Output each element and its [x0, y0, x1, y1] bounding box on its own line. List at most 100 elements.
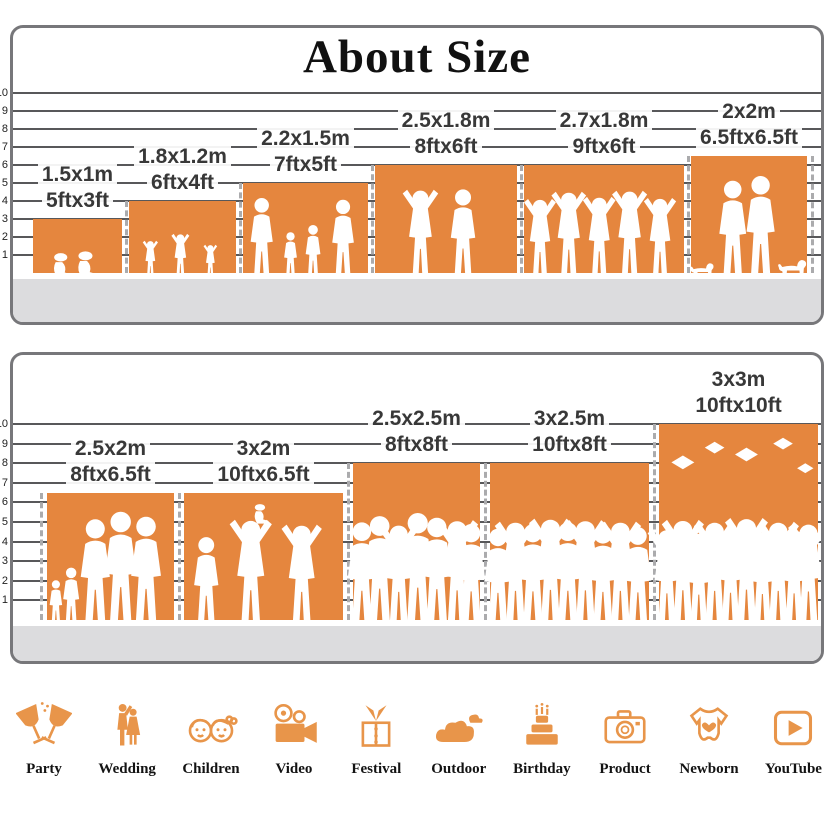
scale-number: 9 — [1, 105, 8, 117]
ground-strip — [13, 626, 821, 661]
scale-number: 3 — [1, 555, 8, 568]
size-meters: 3x2.5m — [529, 406, 610, 432]
size-feet: 8ftx6.5ft — [66, 462, 155, 488]
product-icon — [597, 692, 653, 756]
category-children: Children — [182, 692, 240, 778]
ground-strip — [13, 279, 821, 322]
size-feet: 7ftx5ft — [269, 152, 341, 178]
category-label: Product — [599, 761, 651, 777]
size-feet: 8ftx8ft — [380, 432, 452, 458]
scale-number: 10 — [0, 87, 8, 99]
size-meters: 3x3m — [707, 367, 770, 393]
size-meters: 2.7x1.8m — [555, 108, 653, 134]
scale-number: 4 — [1, 195, 8, 207]
people-silhouette-family-outing — [49, 511, 161, 626]
size-meters: 3x2m — [232, 436, 295, 462]
box-separator — [653, 424, 656, 620]
outdoor-icon — [431, 692, 487, 756]
category-party: Party — [16, 692, 72, 778]
box-separator — [178, 493, 181, 620]
people-silhouette-party-dancers — [524, 190, 677, 278]
category-label: Wedding — [98, 761, 156, 777]
size-box-8ftx6ft — [375, 165, 517, 273]
box-separator — [519, 165, 523, 273]
party-icon — [16, 692, 72, 756]
size-label: 2.5x2m 8ftx6.5ft — [16, 436, 206, 488]
category-youtube: YouTube — [765, 692, 822, 778]
size-panel-large: 2.5x2m 8ftx6.5ft 3x2m 10ftx6.5ft 2.5x2.5m 8ft… — [10, 352, 824, 664]
box-separator — [686, 156, 690, 273]
category-label: Newborn — [679, 761, 739, 777]
category-label: Birthday — [513, 761, 571, 777]
birthday-icon — [514, 692, 570, 756]
size-box-5ftx3ft — [33, 219, 122, 273]
people-silhouette-wedding-couple — [402, 189, 476, 278]
scale-number: 8 — [1, 457, 8, 470]
box-separator — [370, 165, 374, 273]
scale-number: 7 — [1, 141, 8, 153]
scale-number: 7 — [1, 476, 8, 489]
category-label: Party — [26, 761, 62, 777]
scale-number: 9 — [1, 437, 8, 450]
size-label: 1.8x1.2m 6ftx4ft — [88, 144, 278, 196]
size-label: 2.5x2.5m 8ftx8ft — [322, 406, 512, 458]
festival-icon — [348, 692, 404, 756]
children-icon — [183, 692, 239, 756]
size-meters: 2.5x2m — [70, 436, 151, 462]
category-outdoor: Outdoor — [431, 692, 487, 778]
category-label: YouTube — [764, 761, 822, 777]
size-meters: 1.5x1m — [37, 162, 118, 188]
size-label: 3x2.5m 10ftx8ft — [475, 406, 665, 458]
size-feet: 8ftx6ft — [410, 134, 482, 160]
category-birthday: Birthday — [513, 692, 571, 778]
scale-number: 10 — [0, 418, 8, 430]
size-label: 2.7x1.8m 9ftx6ft — [509, 108, 699, 160]
category-festival: Festival — [348, 692, 404, 778]
people-silhouette-toddlers-reading — [53, 251, 97, 279]
people-silhouette-family-walking — [250, 198, 354, 279]
size-label: 2x2m 6.5ftx6.5ft — [654, 99, 821, 151]
scale-number: 2 — [1, 574, 8, 587]
box-separator — [40, 493, 43, 620]
size-feet: 10ftx6.5ft — [213, 462, 314, 488]
people-silhouette-friends-group — [347, 513, 486, 624]
size-feet: 10ftx8ft — [528, 432, 611, 458]
box-separator — [124, 201, 128, 273]
scale-number: 3 — [1, 213, 8, 225]
category-label: Outdoor — [431, 761, 487, 777]
size-meters: 1.8x1.2m — [134, 144, 231, 170]
youtube-icon — [765, 692, 821, 756]
size-feet: 5ftx3ft — [41, 188, 113, 214]
size-feet: 9ftx6ft — [568, 134, 640, 160]
size-label: 3x3m 10ftx10ft — [644, 367, 822, 419]
size-label: 2.5x1.8m 8ftx6ft — [351, 108, 541, 160]
size-meters: 2x2m — [718, 99, 780, 125]
category-label: Video — [275, 761, 313, 777]
people-silhouette-children-running — [142, 233, 218, 279]
size-panel-small: About Size 1.5x1m 5ftx3ft 1.8x1.2m 6ftx4ft 2… — [10, 25, 824, 325]
size-label: 3x2m 10ftx6.5ft — [169, 436, 359, 488]
size-meters: 2.2x1.5m — [257, 126, 354, 152]
box-separator — [484, 463, 487, 620]
size-feet: 10ftx10ft — [691, 393, 786, 419]
scale-number: 5 — [1, 516, 8, 528]
scale-number: 4 — [1, 535, 8, 548]
size-meters: 2.5x2.5m — [368, 406, 465, 432]
category-product: Product — [597, 692, 653, 778]
size-feet: 6.5ftx6.5ft — [695, 125, 803, 151]
box-separator — [810, 156, 814, 273]
people-silhouette-parents-lifting-child — [194, 504, 322, 625]
people-silhouette-crowd-cheering — [484, 518, 652, 625]
category-wedding: Wedding — [98, 692, 156, 778]
category-row: Party Wedding Children Video Festival Outdoor… — [16, 692, 822, 802]
people-silhouette-graduation-crowd — [647, 437, 821, 625]
grid-line-10 — [13, 92, 821, 94]
scale-number: 8 — [1, 123, 8, 135]
size-label: 1.5x1m 5ftx3ft — [13, 162, 173, 214]
box-separator — [238, 183, 242, 273]
category-label: Children — [182, 761, 240, 777]
scale-number: 6 — [1, 159, 8, 171]
scale-number: 1 — [1, 594, 8, 607]
newborn-icon — [681, 692, 737, 756]
